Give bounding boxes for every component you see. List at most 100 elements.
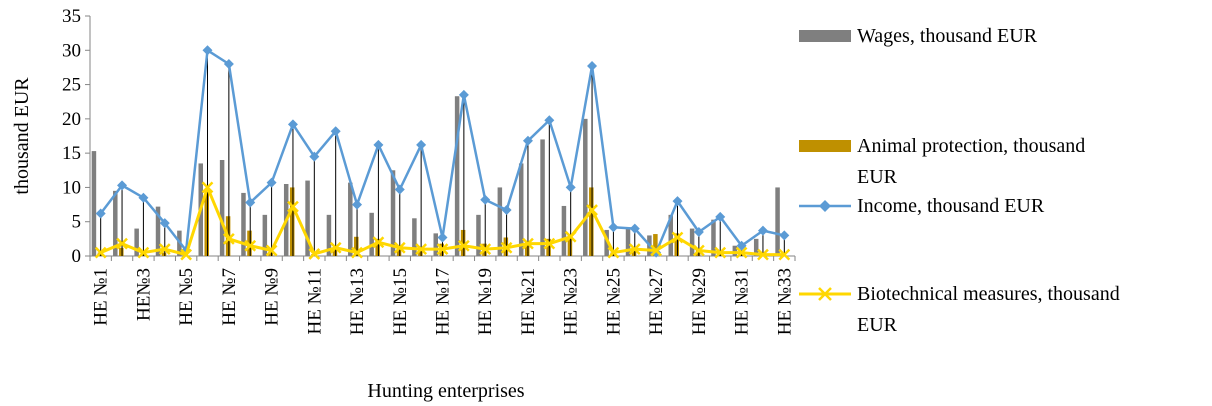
point-income [693,227,704,237]
bar-animal-protection [695,250,701,256]
legend-label: Wages, thousand EUR [857,25,1038,47]
point-income [757,225,768,236]
point-income [629,223,640,234]
point-income [245,197,256,208]
x-tick-label: HE №23 [561,268,582,335]
point-income [544,115,555,126]
point-biotechnical [94,246,107,259]
bar-wages [753,238,759,256]
point-biotechnical [393,241,406,254]
point-income [480,194,491,205]
bar-animal-protection [653,234,658,256]
point-income [266,177,277,188]
bar-wages [668,214,673,256]
bar-wages [155,206,161,256]
legend-item-animal-protection: Animal protection, thousand EUR [799,135,1085,188]
bar-wages [134,228,139,256]
bar-animal-protection [161,252,167,256]
legend-item-wages: Wages, thousand EUR [799,25,1038,47]
point-income [501,205,512,216]
point-income [736,240,747,251]
legend: Wages, thousand EUR Animal protection, th… [799,25,1120,336]
y-tick-label: 5 [72,212,82,233]
bar-wages [625,228,631,256]
bar-animal-protection [589,187,594,256]
y-tick-label: 15 [62,143,81,164]
bar-animal-protection [289,187,295,256]
tick-labels: HE №1 HE№3 HE №5 HE №7 HE №9 HE №11 HE №13 HE №… [91,268,796,335]
legend-item-income: Income, thousand EUR [799,195,1045,217]
point-income [565,182,576,193]
point-income [159,218,170,229]
point-biotechnical [479,243,492,256]
y-tick-label: 35 [62,6,81,27]
x-tick-label: HE №25 [603,268,624,335]
y-tick-label: 10 [62,177,81,198]
bar-wages [348,182,353,256]
point-biotechnical [351,246,363,259]
point-biotechnical [692,244,705,257]
point-biotechnical [457,239,470,252]
y-axis-title: thousand EUR [11,77,33,195]
bar-wages [433,233,438,256]
point-income [373,139,384,150]
bar-wages [326,214,332,256]
point-biotechnical [137,246,150,259]
point-income [416,139,427,150]
x-tick-label: HE №15 [390,268,411,335]
point-income [715,211,726,222]
point-income [672,196,683,207]
bar-wages [412,218,417,256]
bar-animal-protection [524,242,530,256]
x-tick-label: HE №19 [475,268,496,335]
x-axis-title: Hunting enterprises [367,380,524,402]
point-biotechnical [586,204,598,216]
bar-wages [262,214,268,256]
axes: 0 5 10 15 20 25 30 35 [62,6,796,267]
x-tick-label: HE №9 [262,268,283,326]
point-income [587,61,598,72]
point-income [117,180,128,191]
bar-wages [113,190,118,256]
point-income [458,89,469,100]
bar-wages [390,170,396,256]
point-income [779,230,790,241]
bar-wages [369,212,374,256]
x-tick-label: HE №13 [347,268,368,335]
bar-animal-protection [674,233,679,256]
x-tick-label: HE №5 [176,268,197,326]
x-tick-label: HE №11 [304,268,325,335]
point-income [330,126,341,137]
bar-animal-protection [375,238,380,256]
point-income [394,184,405,195]
y-tick-label: 25 [62,75,81,96]
point-biotechnical [628,243,641,256]
bar-animal-protection [396,245,402,256]
legend-swatch [799,140,851,152]
point-biotechnical [244,239,257,252]
point-income [138,192,149,203]
bar-animal-protection [567,235,573,256]
y-tick-label: 20 [62,109,81,130]
x-tick-label: HE №7 [219,268,240,326]
point-biotechnical [265,244,278,257]
point-income [223,59,234,69]
point-biotechnical [607,246,620,259]
bar-wages [604,229,609,256]
bar-wages [241,192,246,256]
point-biotechnical [180,248,193,261]
y-tick-label: 30 [62,40,81,61]
legend-label: Biotechnical measures, thousand EUR [857,283,1120,336]
point-biotechnical [158,243,171,256]
point-biotechnical [287,200,299,213]
bar-wages [583,118,588,256]
point-income [287,119,298,130]
point-income [352,199,363,210]
bar-animal-protection [354,236,359,256]
bar-wages [305,180,310,256]
point-income [202,45,213,56]
point-biotechnical [436,243,449,256]
bar-wages [476,214,481,256]
bar-wages [91,151,97,256]
